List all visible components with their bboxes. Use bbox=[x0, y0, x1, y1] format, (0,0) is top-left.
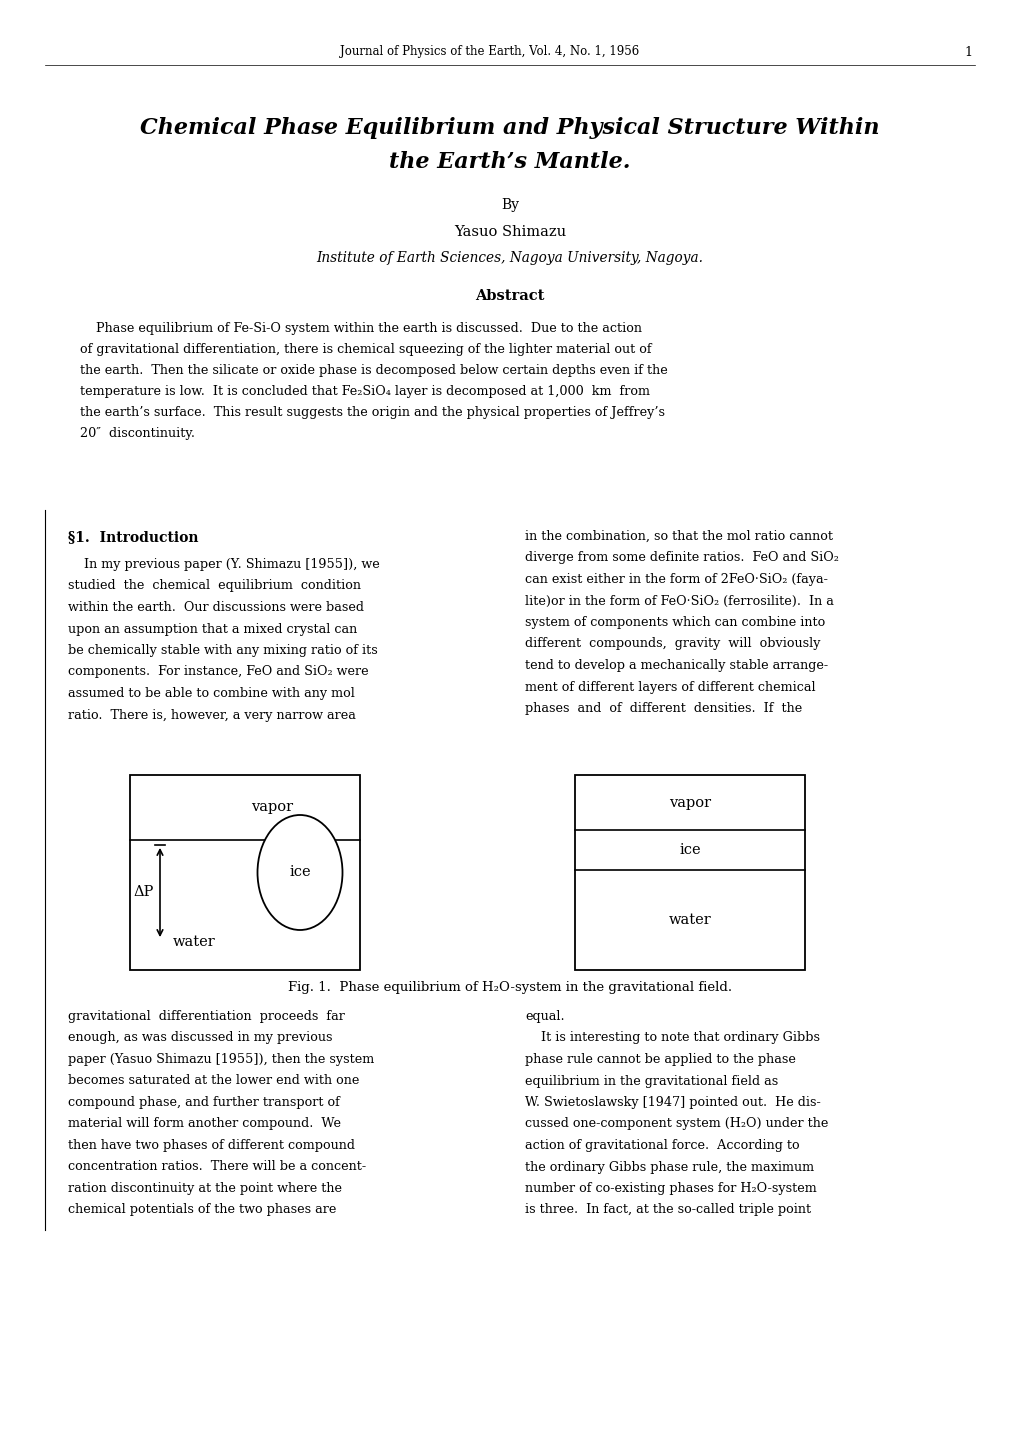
Text: water: water bbox=[668, 913, 710, 927]
Text: the Earth’s Mantle.: the Earth’s Mantle. bbox=[389, 151, 630, 174]
Text: system of components which can combine into: system of components which can combine i… bbox=[525, 616, 824, 629]
Text: phase rule cannot be applied to the phase: phase rule cannot be applied to the phas… bbox=[525, 1053, 795, 1066]
Text: is three.  In fact, at the so-called triple point: is three. In fact, at the so-called trip… bbox=[525, 1204, 810, 1217]
Text: ice: ice bbox=[679, 842, 700, 857]
Text: equilibrium in the gravitational field as: equilibrium in the gravitational field a… bbox=[525, 1075, 777, 1088]
Text: In my previous paper (Y. Shimazu [1955]), we: In my previous paper (Y. Shimazu [1955])… bbox=[68, 558, 379, 571]
Text: can exist either in the form of 2FeO·SiO₂ (faya-: can exist either in the form of 2FeO·SiO… bbox=[525, 573, 827, 585]
Text: 1: 1 bbox=[963, 46, 971, 59]
Text: Journal of Physics of the Earth, Vol. 4, No. 1, 1956: Journal of Physics of the Earth, Vol. 4,… bbox=[340, 46, 639, 59]
Text: ration discontinuity at the point where the: ration discontinuity at the point where … bbox=[68, 1182, 341, 1195]
Text: 20″  discontinuity.: 20″ discontinuity. bbox=[79, 428, 195, 441]
Text: diverge from some definite ratios.  FeO and SiO₂: diverge from some definite ratios. FeO a… bbox=[525, 551, 838, 564]
Text: ice: ice bbox=[289, 865, 311, 880]
Text: assumed to be able to combine with any mol: assumed to be able to combine with any m… bbox=[68, 687, 355, 700]
Text: the ordinary Gibbs phase rule, the maximum: the ordinary Gibbs phase rule, the maxim… bbox=[525, 1161, 813, 1174]
Text: the earth.  Then the silicate or oxide phase is decomposed below certain depths : the earth. Then the silicate or oxide ph… bbox=[79, 364, 667, 377]
Text: different  compounds,  gravity  will  obviously: different compounds, gravity will obviou… bbox=[525, 637, 819, 650]
Text: enough, as was discussed in my previous: enough, as was discussed in my previous bbox=[68, 1032, 332, 1045]
Text: of gravitational differentiation, there is chemical squeezing of the lighter mat: of gravitational differentiation, there … bbox=[79, 343, 651, 356]
Text: studied  the  chemical  equilibrium  condition: studied the chemical equilibrium conditi… bbox=[68, 580, 361, 593]
Text: Abstract: Abstract bbox=[475, 288, 544, 303]
Text: water: water bbox=[173, 936, 216, 949]
Text: paper (Yasuo Shimazu [1955]), then the system: paper (Yasuo Shimazu [1955]), then the s… bbox=[68, 1053, 374, 1066]
Text: material will form another compound.  We: material will form another compound. We bbox=[68, 1118, 340, 1131]
Text: tend to develop a mechanically stable arrange-: tend to develop a mechanically stable ar… bbox=[525, 659, 827, 672]
Text: temperature is low.  It is concluded that Fe₂SiO₄ layer is decomposed at 1,000  : temperature is low. It is concluded that… bbox=[79, 385, 649, 397]
Text: cussed one-component system (H₂O) under the: cussed one-component system (H₂O) under … bbox=[525, 1118, 827, 1131]
Text: It is interesting to note that ordinary Gibbs: It is interesting to note that ordinary … bbox=[525, 1032, 819, 1045]
Text: be chemically stable with any mixing ratio of its: be chemically stable with any mixing rat… bbox=[68, 644, 377, 657]
Text: Yasuo Shimazu: Yasuo Shimazu bbox=[453, 225, 566, 240]
Text: phases  and  of  different  densities.  If  the: phases and of different densities. If th… bbox=[525, 702, 802, 715]
Text: Chemical Phase Equilibrium and Physical Structure Within: Chemical Phase Equilibrium and Physical … bbox=[140, 118, 879, 139]
Text: components.  For instance, FeO and SiO₂ were: components. For instance, FeO and SiO₂ w… bbox=[68, 666, 368, 679]
Text: concentration ratios.  There will be a concent-: concentration ratios. There will be a co… bbox=[68, 1161, 366, 1174]
Ellipse shape bbox=[257, 815, 342, 930]
Text: ΔP: ΔP bbox=[133, 885, 154, 900]
Text: compound phase, and further transport of: compound phase, and further transport of bbox=[68, 1096, 339, 1109]
Bar bbox=[575, 775, 804, 970]
Text: then have two phases of different compound: then have two phases of different compou… bbox=[68, 1139, 355, 1152]
Text: W. Swietoslawsky [1947] pointed out.  He dis-: W. Swietoslawsky [1947] pointed out. He … bbox=[525, 1096, 820, 1109]
Text: ment of different layers of different chemical: ment of different layers of different ch… bbox=[525, 680, 815, 693]
Text: By: By bbox=[500, 198, 519, 212]
Text: vapor: vapor bbox=[668, 795, 710, 809]
Text: vapor: vapor bbox=[252, 801, 293, 815]
Text: lite)or in the form of FeO·SiO₂ (ferrosilite).  In a: lite)or in the form of FeO·SiO₂ (ferrosi… bbox=[525, 594, 834, 607]
Text: §1.  Introduction: §1. Introduction bbox=[68, 530, 199, 544]
Text: action of gravitational force.  According to: action of gravitational force. According… bbox=[525, 1139, 799, 1152]
Text: chemical potentials of the two phases are: chemical potentials of the two phases ar… bbox=[68, 1204, 336, 1217]
Bar bbox=[129, 775, 360, 970]
Text: within the earth.  Our discussions were based: within the earth. Our discussions were b… bbox=[68, 601, 364, 614]
Text: gravitational  differentiation  proceeds  far: gravitational differentiation proceeds f… bbox=[68, 1010, 344, 1023]
Text: Institute of Earth Sciences, Nagoya University, Nagoya.: Institute of Earth Sciences, Nagoya Univ… bbox=[316, 251, 703, 265]
Text: number of co-existing phases for H₂O-system: number of co-existing phases for H₂O-sys… bbox=[525, 1182, 816, 1195]
Text: becomes saturated at the lower end with one: becomes saturated at the lower end with … bbox=[68, 1075, 359, 1088]
Text: Fig. 1.  Phase equilibrium of H₂O-system in the gravitational field.: Fig. 1. Phase equilibrium of H₂O-system … bbox=[287, 980, 732, 993]
Text: Phase equilibrium of Fe-Si-O system within the earth is discussed.  Due to the a: Phase equilibrium of Fe-Si-O system with… bbox=[79, 321, 641, 334]
Text: equal.: equal. bbox=[525, 1010, 565, 1023]
Text: ratio.  There is, however, a very narrow area: ratio. There is, however, a very narrow … bbox=[68, 709, 356, 722]
Text: in the combination, so that the mol ratio cannot: in the combination, so that the mol rati… bbox=[525, 530, 833, 542]
Text: the earth’s surface.  This result suggests the origin and the physical propertie: the earth’s surface. This result suggest… bbox=[79, 406, 664, 419]
Text: upon an assumption that a mixed crystal can: upon an assumption that a mixed crystal … bbox=[68, 623, 357, 636]
